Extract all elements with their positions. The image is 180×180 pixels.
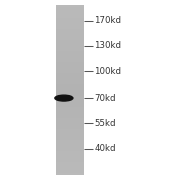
Ellipse shape — [55, 95, 73, 101]
Text: 40kd: 40kd — [94, 144, 116, 153]
Text: 170kd: 170kd — [94, 16, 122, 25]
Text: 70kd: 70kd — [94, 94, 116, 103]
Text: 55kd: 55kd — [94, 119, 116, 128]
Text: 100kd: 100kd — [94, 67, 122, 76]
Text: 130kd: 130kd — [94, 41, 122, 50]
